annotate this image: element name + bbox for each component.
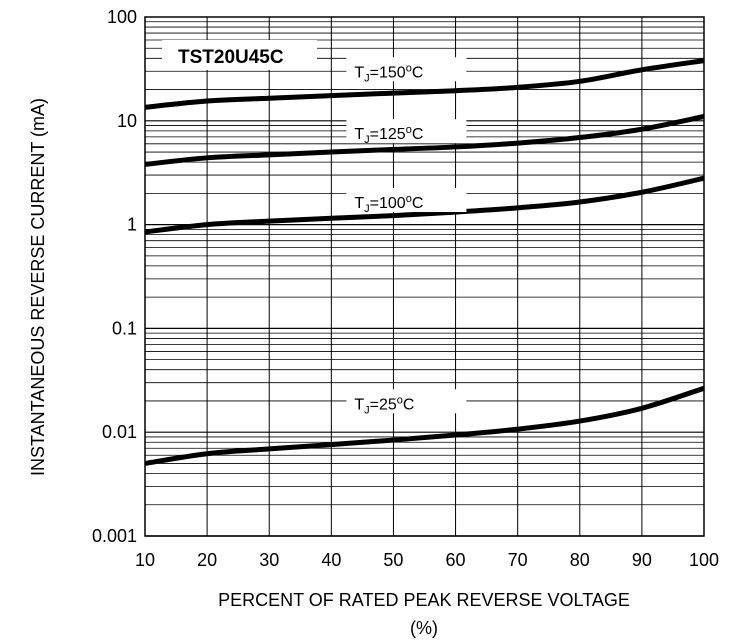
x-tick-label: 80 [570,550,590,570]
x-tick-label: 70 [508,550,528,570]
series-line-0 [144,58,705,110]
x-axis-unit: (%) [410,618,438,638]
series-label-bg [346,188,467,213]
model-label-box [162,40,317,70]
series-line-2 [144,175,705,235]
x-axis-title: PERCENT OF RATED PEAK REVERSE VOLTAGE [218,590,630,610]
x-tick-label: 100 [689,550,719,570]
y-tick-label: 0.001 [92,526,137,546]
series-labels: TJ=150oC TJ=125oC TJ=100oC TJ=25oC [346,57,467,416]
x-tick-label: 20 [197,550,217,570]
x-tick-label: 50 [383,550,403,570]
series-line-3 [144,385,705,466]
y-tick-label: 100 [107,7,137,27]
series-label-bg [346,119,467,144]
series-label-2: TJ=100oC [354,193,423,215]
grid [144,17,704,537]
series-line-1 [144,114,705,167]
x-tick-label: 10 [135,550,155,570]
y-tick-labels: 0.001 0.01 0.1 1 10 100 [92,7,137,546]
plot-frame [144,16,705,537]
x-tick-label: 40 [321,550,341,570]
x-tick-labels: 10 20 30 40 50 60 70 80 90 100 [135,550,719,570]
x-tick-label: 30 [259,550,279,570]
series-label-1: TJ=125oC [354,124,423,146]
y-tick-label: 0.1 [112,318,137,338]
model-label: TST20U45C [178,47,284,68]
series-label-bg [346,57,467,82]
x-tick-label: 90 [632,550,652,570]
y-tick-label: 1 [127,215,137,235]
y-tick-label: 10 [117,111,137,131]
series-label-3: TJ=25oC [354,394,414,416]
y-tick-label: 0.01 [102,422,137,442]
x-tick-label: 60 [446,550,466,570]
series-label-0: TJ=150oC [354,62,423,84]
y-axis-title: INSTANTANEOUS REVERSE CURRENT (mA) [28,98,48,476]
series-label-bg [346,389,467,414]
series-lines [144,58,705,466]
